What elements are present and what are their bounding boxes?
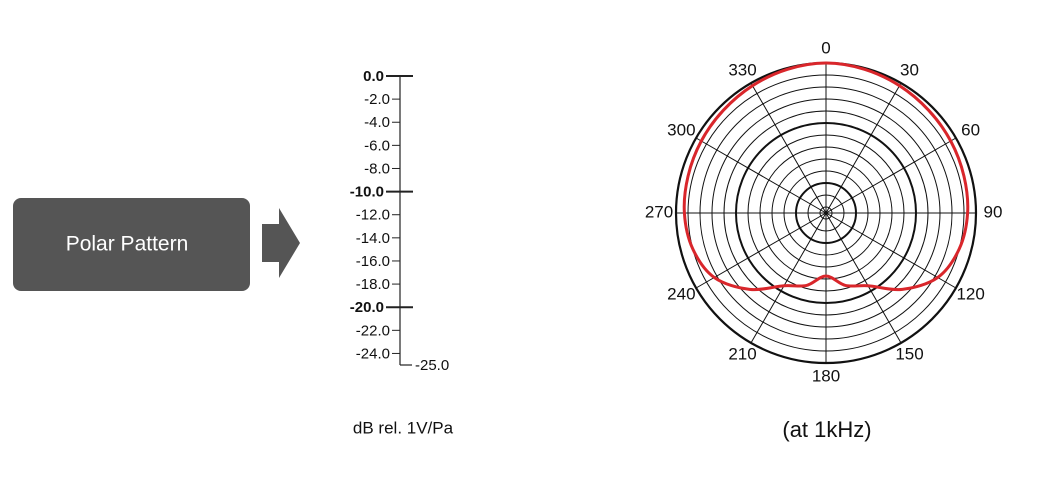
angle-label: 120 xyxy=(956,284,984,303)
scale-label: -24.0 xyxy=(356,345,390,362)
scale-label: -8.0 xyxy=(364,160,390,177)
label-box xyxy=(13,198,250,291)
polar-spoke xyxy=(695,137,827,214)
angle-label: 150 xyxy=(895,345,923,364)
angle-label: 180 xyxy=(812,366,840,385)
angle-label: 60 xyxy=(961,120,980,139)
angle-label: 300 xyxy=(667,120,695,139)
angle-label: 0 xyxy=(821,38,830,57)
angle-label: 270 xyxy=(645,202,673,221)
scale-label: -12.0 xyxy=(356,207,390,224)
scale-label: -16.0 xyxy=(356,253,390,270)
pattern-curve xyxy=(682,61,970,292)
scale-label: 0.0 xyxy=(363,68,384,85)
scale-label: -22.0 xyxy=(356,322,390,339)
scale-title: dB rel. 1V/Pa xyxy=(353,418,454,437)
angle-label: 330 xyxy=(728,60,756,79)
scale-label: -6.0 xyxy=(364,137,390,154)
angle-label: 90 xyxy=(984,202,1003,221)
polar-spoke xyxy=(695,212,827,289)
scale-label: -18.0 xyxy=(356,276,390,293)
scale-label: -4.0 xyxy=(364,114,390,131)
polar-spoke xyxy=(825,212,957,289)
scale-label: -25.0 xyxy=(415,357,449,374)
arrow xyxy=(262,208,300,278)
polar-spoke xyxy=(825,137,957,214)
polar-spoke xyxy=(750,82,827,214)
angle-label: 240 xyxy=(667,284,695,303)
polar-spoke xyxy=(825,212,902,344)
scale-label: -10.0 xyxy=(350,184,384,201)
note: (at 1kHz) xyxy=(782,417,871,442)
scale-label: -14.0 xyxy=(356,230,390,247)
scale-label: -20.0 xyxy=(350,299,384,316)
angle-label: 30 xyxy=(900,60,919,79)
scale-label: -2.0 xyxy=(364,91,390,108)
polar-spoke xyxy=(825,82,902,214)
angle-label: 210 xyxy=(728,345,756,364)
label-text: Polar Pattern xyxy=(66,233,189,256)
polar-spoke xyxy=(750,212,827,344)
